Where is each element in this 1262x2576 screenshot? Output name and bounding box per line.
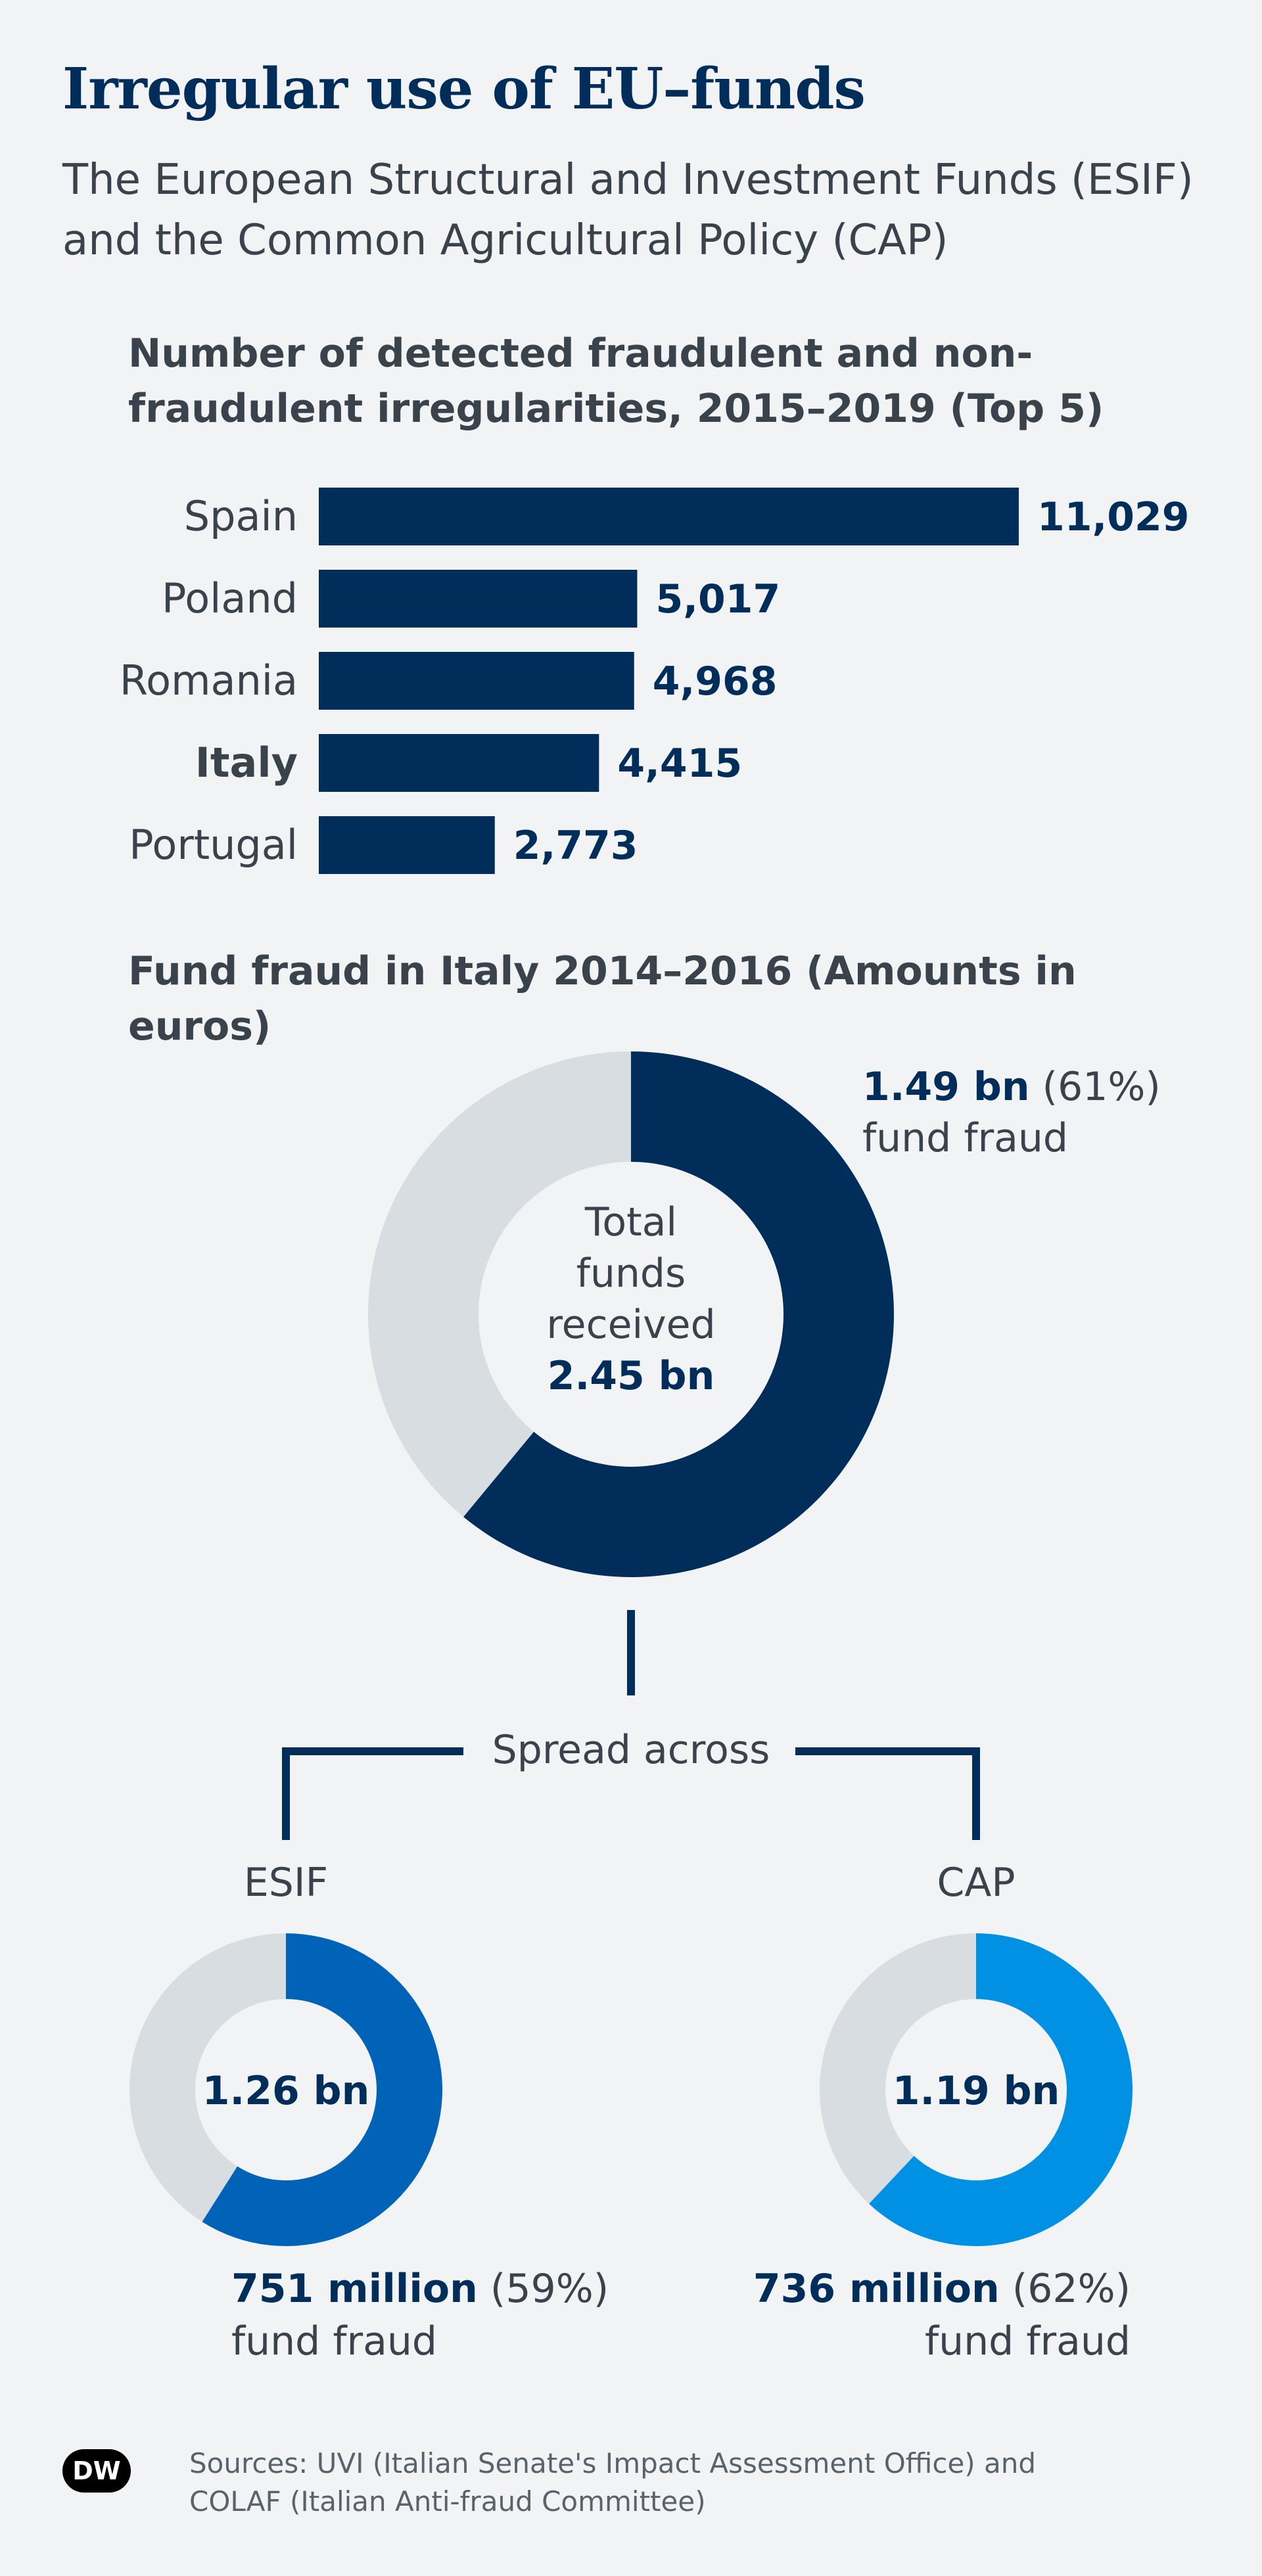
bar <box>319 488 1019 545</box>
donut-slice-fraud <box>463 1051 894 1577</box>
bar-value-label: 5,017 <box>655 576 780 622</box>
donut-slice-remaining <box>820 1933 976 2204</box>
fraud-caption: fund fraud <box>231 2318 437 2364</box>
donut-chart-title: Fund fraud in Italy 2014–2016 (Amounts i… <box>128 948 1077 1049</box>
bar-label: Poland <box>162 574 298 622</box>
fund-name-label: ESIF <box>244 1860 328 1906</box>
fraud-amount-label: 736 million (62%) <box>753 2266 1131 2312</box>
bar-label: Italy <box>195 739 298 787</box>
connector-label: Spread across <box>492 1727 770 1773</box>
bar <box>319 734 599 792</box>
fraud-caption: fund fraud <box>925 2318 1131 2364</box>
donut-center-value: 2.45 bn <box>548 1353 715 1399</box>
dw-logo: DW <box>62 2449 131 2493</box>
donut-slice-fraud <box>202 1933 443 2246</box>
donut-center-text: funds <box>576 1251 686 1297</box>
page-title: Irregular use of EU–funds <box>62 56 866 122</box>
donut-center-value: 1.19 bn <box>893 2068 1060 2114</box>
donut-slice-remaining <box>368 1051 631 1517</box>
bar <box>319 816 495 874</box>
donut-slice-remaining <box>129 1933 286 2222</box>
bar <box>319 652 634 710</box>
page-subtitle: The European Structural and Investment F… <box>62 156 1194 265</box>
bar-label: Romania <box>120 656 298 704</box>
sources-note: Sources: UVI (Italian Senate's Impact As… <box>189 2447 1037 2518</box>
donut-slice-fraud <box>869 1933 1133 2246</box>
donut-center-value: 1.26 bn <box>202 2068 370 2114</box>
bar-label: Portugal <box>129 821 298 869</box>
bar-value-label: 11,029 <box>1037 494 1190 540</box>
bar-value-label: 4,968 <box>653 658 778 704</box>
donut-center-text: Total <box>584 1199 677 1245</box>
bar-chart-title: Number of detected fraudulent and non-fr… <box>128 331 1104 432</box>
connector-line <box>795 1747 980 1840</box>
fraud-amount-label: 1.49 bn (61%) <box>862 1064 1161 1110</box>
bar-value-label: 2,773 <box>513 823 638 869</box>
bar-label: Spain <box>184 492 298 540</box>
fund-name-label: CAP <box>937 1860 1015 1906</box>
fraud-caption: fund fraud <box>862 1115 1068 1161</box>
bar <box>319 570 638 628</box>
fraud-amount-label: 751 million (59%) <box>231 2266 609 2312</box>
bar-value-label: 4,415 <box>617 741 742 787</box>
donut-center-text: received <box>546 1302 715 1348</box>
connector-line <box>282 1747 463 1840</box>
